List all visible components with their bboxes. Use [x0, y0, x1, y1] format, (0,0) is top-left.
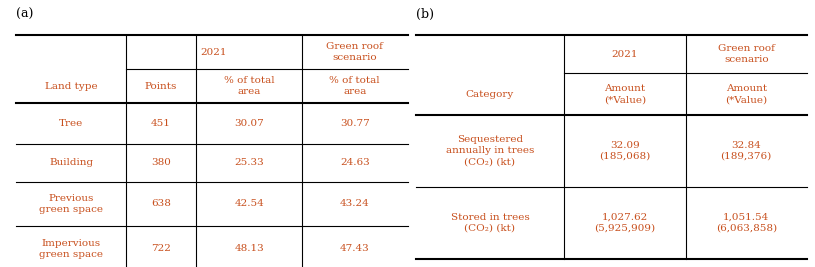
Text: 2021: 2021	[612, 50, 638, 58]
Text: % of total
area: % of total area	[329, 76, 380, 96]
Text: 451: 451	[151, 119, 171, 128]
Text: Category: Category	[466, 90, 514, 99]
Text: 638: 638	[151, 199, 171, 208]
Text: 32.84
(189,376): 32.84 (189,376)	[720, 141, 772, 161]
Text: 43.24: 43.24	[340, 199, 369, 208]
Text: Amount
(*Value): Amount (*Value)	[604, 84, 646, 104]
Text: 25.33: 25.33	[234, 158, 264, 167]
Text: 47.43: 47.43	[340, 245, 369, 253]
Text: 380: 380	[151, 158, 171, 167]
Text: Land type: Land type	[45, 82, 97, 91]
Text: 30.07: 30.07	[234, 119, 264, 128]
Text: 48.13: 48.13	[234, 245, 264, 253]
Text: 24.63: 24.63	[340, 158, 369, 167]
Text: 30.77: 30.77	[340, 119, 369, 128]
Text: 2021: 2021	[200, 48, 227, 57]
Text: 1,027.62
(5,925,909): 1,027.62 (5,925,909)	[594, 213, 655, 233]
Text: Amount
(*Value): Amount (*Value)	[725, 84, 767, 104]
Text: Impervious
green space: Impervious green space	[39, 239, 103, 259]
Text: Tree: Tree	[59, 119, 83, 128]
Text: Previous
green space: Previous green space	[39, 194, 103, 214]
Text: 42.54: 42.54	[234, 199, 264, 208]
Text: Green roof
scenario: Green roof scenario	[326, 42, 383, 62]
Text: % of total
area: % of total area	[224, 76, 275, 96]
Text: Green roof
scenario: Green roof scenario	[718, 44, 774, 64]
Text: 1,051.54
(6,063,858): 1,051.54 (6,063,858)	[716, 213, 777, 233]
Text: 722: 722	[151, 245, 171, 253]
Text: Sequestered
annually in trees
(CO₂) (kt): Sequestered annually in trees (CO₂) (kt)	[446, 135, 534, 166]
Text: 32.09
(185,068): 32.09 (185,068)	[599, 141, 650, 161]
Text: (a): (a)	[16, 8, 33, 21]
Text: Stored in trees
(CO₂) (kt): Stored in trees (CO₂) (kt)	[451, 213, 530, 233]
Text: (b): (b)	[416, 8, 434, 21]
Text: Building: Building	[49, 158, 93, 167]
Text: Points: Points	[145, 82, 177, 91]
